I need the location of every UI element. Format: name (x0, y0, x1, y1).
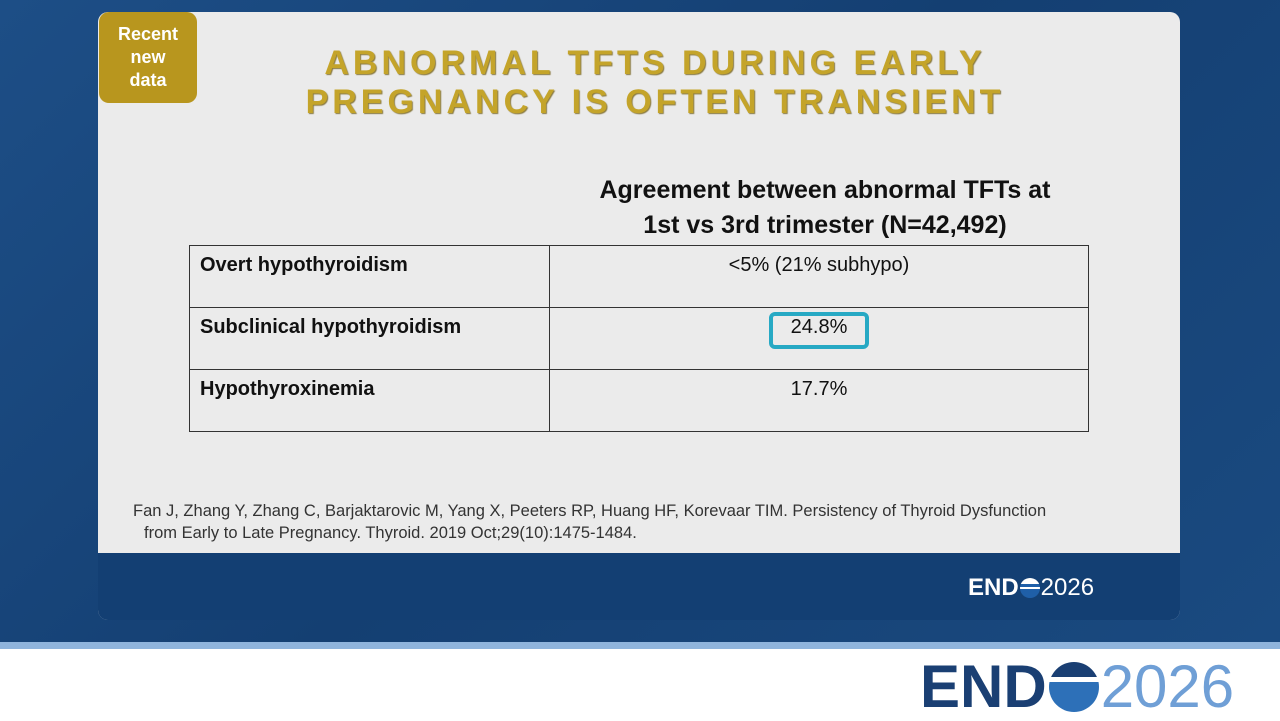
row-label: Hypothyroxinemia (189, 369, 550, 432)
citation-line: Fan J, Zhang Y, Zhang C, Barjaktarovic M… (133, 502, 1047, 520)
logo-year: 2026 (1040, 574, 1095, 601)
logo-brand: END (920, 653, 1047, 720)
table: Overt hypothyroidism <5% (21% subhypo) Su… (189, 245, 1089, 432)
stripe (0, 642, 1280, 649)
logo-year: 2026 (1100, 653, 1235, 720)
table-row: Subclinical hypothyroidism 24.8% (189, 307, 1089, 370)
footer-logo: END 2026 (920, 652, 1234, 721)
slide-logo: END 2026 (968, 574, 1094, 602)
badge: Recent new data (99, 12, 197, 103)
slide-footer-band (98, 553, 1180, 620)
title-line: ABNORMAL TFTS DURING EARLY (324, 44, 986, 82)
logo-brand: END (968, 574, 1019, 601)
row-value: 17.7% (549, 369, 1089, 432)
table-heading: Agreement between abnormal TFTs at (599, 176, 1051, 204)
table-row: Overt hypothyroidism <5% (21% subhypo) (189, 245, 1089, 308)
row-value-cell: 24.8% (549, 307, 1089, 370)
highlighted-value: 24.8% (768, 312, 870, 349)
row-value: <5% (21% subhypo) (549, 245, 1089, 308)
badge-text: Recent new data (117, 24, 179, 90)
row-label: Overt hypothyroidism (189, 245, 550, 308)
logo-globe (1019, 578, 1040, 598)
logo-globe (1048, 661, 1099, 712)
title-line: PREGNANCY IS OFTEN TRANSIENT (305, 83, 1005, 121)
table-heading: 1st vs 3rd trimester (N=42,492) (643, 211, 1007, 239)
row-label: Subclinical hypothyroidism (189, 307, 550, 370)
table-row: Hypothyroxinemia 17.7% (189, 369, 1089, 432)
citation-line: from Early to Late Pregnancy. Thyroid. 2… (144, 524, 637, 542)
